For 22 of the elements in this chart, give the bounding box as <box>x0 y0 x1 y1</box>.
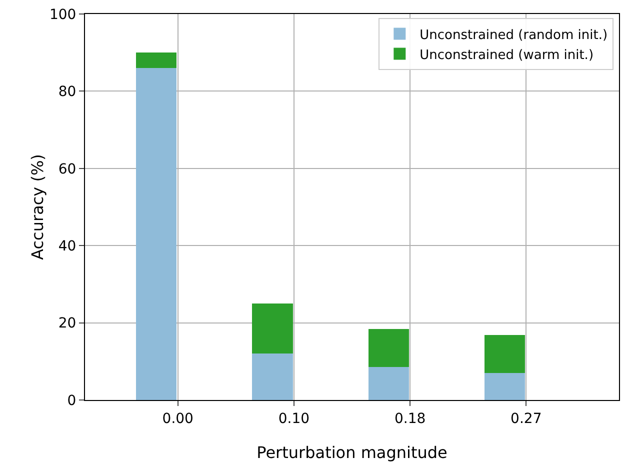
x-tick-label: 0.18 <box>394 410 426 427</box>
x-tick-label: 0.00 <box>162 410 194 427</box>
legend-label: Unconstrained (random init.) <box>420 28 608 43</box>
bar <box>136 52 177 68</box>
x-axis-title: Perturbation magnitude <box>256 443 448 462</box>
y-tick-label: 0 <box>67 392 76 409</box>
y-tick-label: 40 <box>58 238 76 254</box>
bar <box>136 68 177 400</box>
x-tick-label: 0.10 <box>278 410 310 427</box>
y-axis-title: Accuracy (%) <box>28 154 47 260</box>
y-tick-label: 20 <box>58 316 76 332</box>
bar <box>252 354 293 400</box>
y-tick-label: 80 <box>58 84 76 100</box>
y-tick-label: 60 <box>58 161 76 178</box>
legend-label: Unconstrained (warm init.) <box>420 48 594 63</box>
x-tick-label: 0.27 <box>510 410 542 427</box>
bar <box>368 367 409 400</box>
bar <box>252 304 293 354</box>
y-tick-label: 100 <box>49 6 76 23</box>
bar <box>484 372 525 400</box>
bar <box>484 335 525 373</box>
bar <box>368 328 409 368</box>
